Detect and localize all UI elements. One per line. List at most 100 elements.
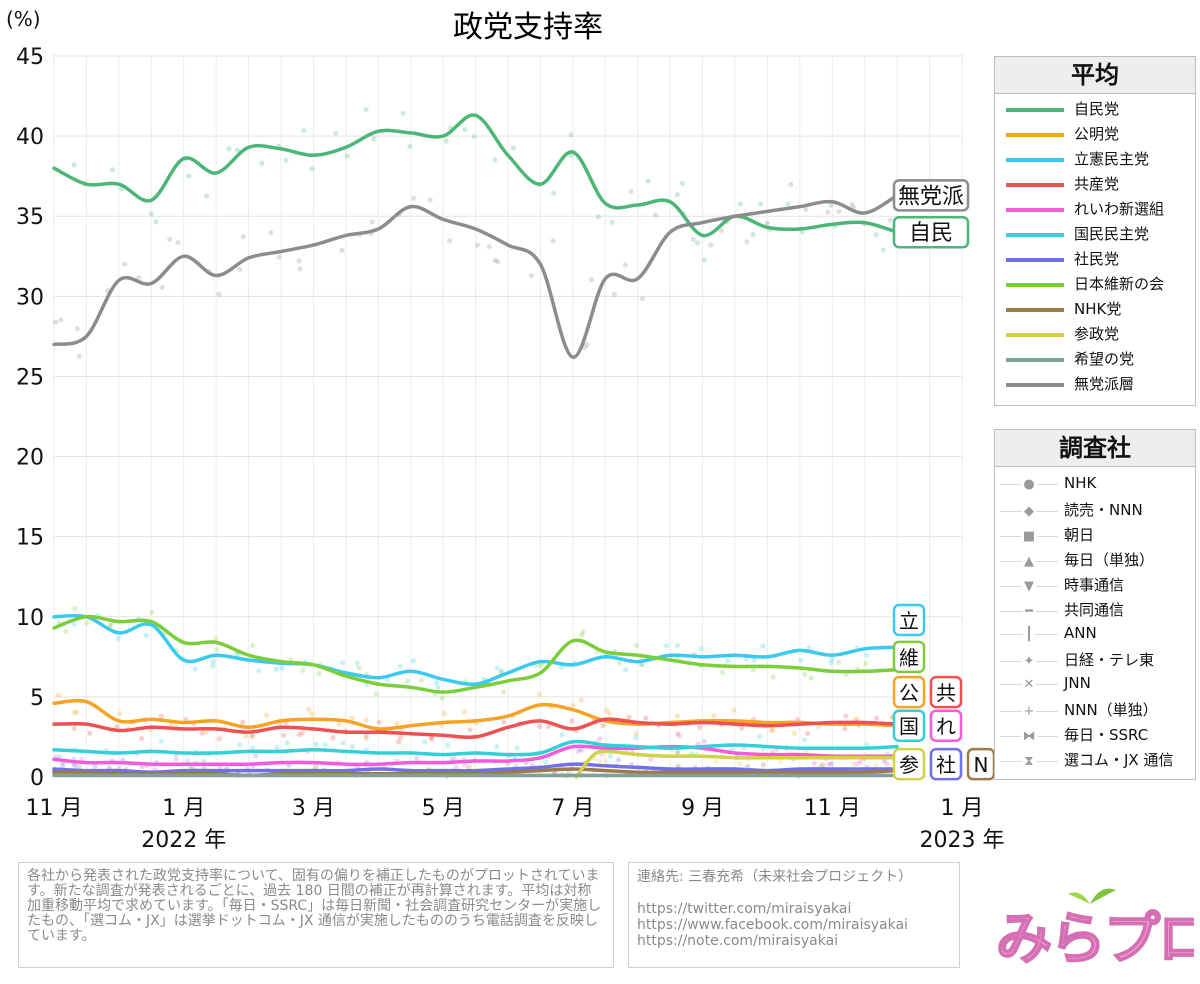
pollster-legend-item: ◆ 読売・NNN <box>1000 499 1143 520</box>
poll-point <box>826 761 832 767</box>
x-year-label: 2022 年 <box>141 828 226 853</box>
poll-point <box>674 192 680 198</box>
poll-point <box>256 668 262 674</box>
poll-point <box>696 724 703 730</box>
poll-point <box>84 620 90 626</box>
legend-swatch <box>1006 232 1064 237</box>
poll-point <box>745 763 751 769</box>
poll-point <box>58 317 64 323</box>
poll-point <box>356 664 362 671</box>
y-tick-label: 10 <box>16 606 44 631</box>
poll-point <box>863 660 869 667</box>
poll-point <box>474 242 481 248</box>
legend-swatch <box>1006 132 1064 137</box>
poll-point <box>268 230 274 236</box>
poll-point <box>373 691 379 697</box>
poll-point <box>864 742 870 748</box>
y-tick-label: 25 <box>16 365 44 390</box>
poll-point <box>569 718 575 724</box>
pollster-legend-item: ▲ 毎日（単独） <box>1000 549 1154 570</box>
poll-point <box>575 748 581 754</box>
end-label-text: れ <box>936 715 956 739</box>
end-label-box <box>892 675 926 709</box>
poll-point <box>858 759 864 765</box>
pollster-label: 日経・テレ東 <box>1064 651 1155 669</box>
pollster-symbol: ▲ <box>1000 554 1058 569</box>
party-legend-title: 平均 <box>994 56 1196 94</box>
poll-point <box>216 736 223 742</box>
end-label-box <box>892 179 970 212</box>
poll-point <box>214 646 220 653</box>
poll-point <box>451 756 457 762</box>
party-legend <box>994 92 1196 406</box>
series-line-9 <box>574 749 899 779</box>
poll-point <box>514 745 520 751</box>
poll-point <box>371 136 377 142</box>
poll-point <box>500 689 507 695</box>
y-tick-label: 20 <box>16 446 44 471</box>
poll-point <box>354 660 360 666</box>
poll-point <box>281 732 287 738</box>
poll-point <box>677 733 683 739</box>
legend-label: 無党派層 <box>1074 375 1135 393</box>
poll-point <box>568 152 575 158</box>
poll-point <box>849 201 855 207</box>
pollster-symbol: ◆ <box>1000 504 1058 519</box>
poll-point <box>611 291 618 298</box>
poll-point <box>584 341 590 348</box>
poll-point <box>559 664 565 670</box>
poll-point <box>744 239 750 245</box>
party-legend-item: 立憲民主党 <box>1006 148 1149 169</box>
twitter-link[interactable]: https://twitter.com/miraisyakai <box>637 901 852 917</box>
end-label-box <box>892 640 926 674</box>
poll-point <box>873 232 879 238</box>
end-label-box <box>929 709 963 742</box>
poll-point <box>633 734 639 741</box>
note-link[interactable]: https://note.com/miraisyakai <box>637 933 839 949</box>
poll-point <box>461 709 468 715</box>
poll-point <box>701 738 707 744</box>
poll-point <box>580 629 586 635</box>
legend-label: 日本維新の会 <box>1074 275 1165 293</box>
poll-point <box>880 247 886 253</box>
poll-point <box>422 739 428 745</box>
poll-point <box>92 763 98 769</box>
pollster-label: JNN <box>1064 674 1091 692</box>
series-line-3 <box>52 717 899 740</box>
poll-point <box>615 757 622 763</box>
party-legend-item: 無党派層 <box>1006 373 1134 394</box>
poll-point <box>264 712 270 718</box>
poll-point <box>107 622 113 628</box>
poll-point <box>854 716 860 722</box>
poll-point <box>811 760 817 766</box>
poll-point <box>59 763 66 769</box>
facebook-link[interactable]: https://www.facebook.com/miraisyakai <box>637 917 908 933</box>
poll-point <box>639 662 645 668</box>
poll-point <box>216 291 222 297</box>
poll-point <box>737 201 744 207</box>
poll-point <box>394 720 400 727</box>
legend-label: NHK党 <box>1074 300 1122 318</box>
pollster-label: 読売・NNN <box>1064 501 1143 519</box>
poll-point <box>349 744 356 750</box>
poll-point <box>633 731 639 737</box>
poll-point <box>769 727 776 733</box>
poll-point <box>492 257 498 264</box>
end-label-box <box>929 675 963 709</box>
poll-point <box>462 762 468 768</box>
pollster-label: NNN（単独） <box>1064 701 1158 719</box>
pollster-legend-item: ━ 共同通信 <box>1000 599 1124 620</box>
pollster-legend-item: ✦ 日経・テレ東 <box>1000 649 1154 670</box>
poll-point <box>427 197 433 203</box>
pollster-label: 毎日・SSRC <box>1064 726 1149 744</box>
poll-point <box>204 193 210 199</box>
poll-point <box>240 719 246 725</box>
poll-point <box>407 143 413 150</box>
poll-point <box>565 769 572 775</box>
legend-swatch <box>1006 282 1064 287</box>
poll-point <box>186 173 192 179</box>
poll-point <box>760 643 766 649</box>
poll-point <box>203 729 209 735</box>
poll-point <box>158 713 164 719</box>
x-axis: 11 月 1 月 3 月 5 月 7 月 9 月 11 月 1 月 2022 年 2023 年 <box>26 796 1005 853</box>
